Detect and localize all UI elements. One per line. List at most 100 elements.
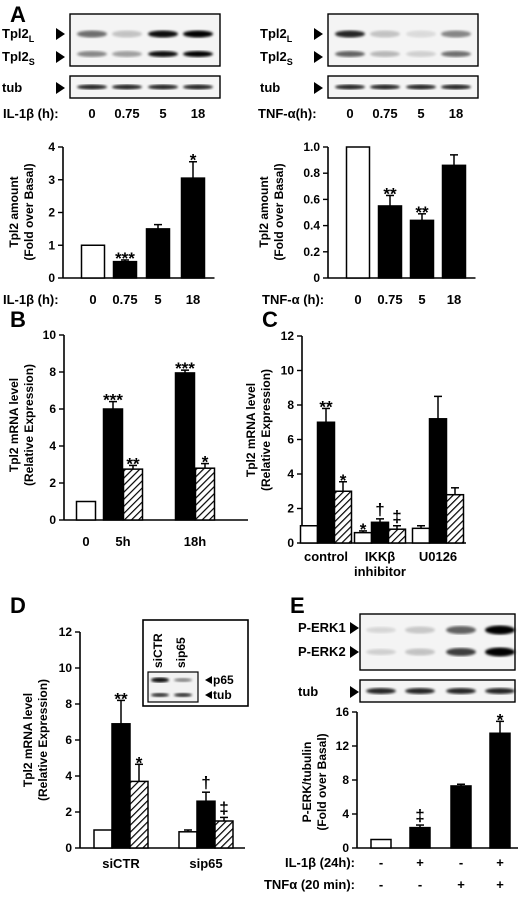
chart-b-x-tick: 0	[82, 534, 89, 549]
chart-d-ytick: 4	[65, 769, 72, 783]
chart-a-right-bar	[345, 146, 371, 279]
left-lane-label: 18	[191, 106, 205, 121]
chart-c-ytick: 6	[287, 433, 294, 447]
right-band-tpl2s	[441, 51, 471, 57]
right-band-tub	[335, 84, 365, 90]
e-tub-label: tub	[298, 684, 318, 699]
chart-e-ytick: 8	[342, 773, 349, 787]
chart-a-right-ytick: 1.0	[303, 140, 320, 154]
chart-a-left-x-title: IL-1β (h):	[3, 292, 59, 307]
e-perk2-label: P-ERK2	[298, 644, 346, 659]
chart-d-ytick: 8	[65, 697, 72, 711]
left-tpl2l-arrow	[56, 28, 65, 40]
chart-e-bar-annotation: *	[497, 710, 504, 729]
e-band-tub	[485, 688, 515, 694]
chart-e-ytick: 16	[336, 705, 350, 719]
chart-d-ytick: 6	[65, 733, 72, 747]
left-band-tpl2l	[148, 30, 178, 38]
e-band-perk2	[366, 649, 396, 655]
right-band-tpl2s	[370, 51, 400, 57]
right-tub-arrow	[314, 82, 323, 94]
left-band-tub	[183, 84, 213, 90]
inset-lane-label: sip65	[174, 637, 188, 668]
chart-a-right-x-tick: 0	[354, 292, 361, 307]
panel-label-b: B	[10, 307, 26, 332]
left-band-tub	[148, 84, 178, 90]
chart-e-ytick: 4	[342, 807, 349, 821]
chart-d-bar	[129, 780, 149, 849]
chart-c-bar	[445, 493, 465, 544]
left-lane-label: 0.75	[114, 106, 139, 121]
chart-e-bar-annotation: ‡	[415, 806, 424, 825]
chart-a-left-x-tick: 0.75	[112, 292, 137, 307]
chart-a-left-ylabel: Tpl2 amount (Fold over Basal)	[7, 163, 36, 260]
left-band-tpl2l	[112, 30, 142, 38]
chart-c-bar	[299, 525, 319, 544]
e-band-perk2	[405, 648, 435, 656]
e-band-perk1	[485, 625, 515, 635]
right-tub-label: tub	[260, 80, 280, 95]
e-band-perk2	[485, 647, 515, 657]
e-condition-value: -	[459, 855, 463, 870]
right-band-tpl2s	[335, 51, 365, 57]
chart-a-right-bar-annotation: **	[383, 184, 397, 203]
left-lane-label: 5	[159, 106, 166, 121]
chart-b-ytick: 8	[49, 365, 56, 379]
right-band-tub	[370, 84, 400, 90]
chart-d-bar	[196, 800, 216, 849]
left-band-tpl2l	[77, 30, 107, 38]
chart-a-right-x-tick: 5	[418, 292, 425, 307]
chart-e-ytick: 0	[342, 841, 349, 855]
e-tub-arrow	[350, 686, 359, 698]
chart-a-right-bar	[377, 205, 403, 279]
chart-a-left-bar-annotation: *	[190, 151, 197, 170]
left-band-tpl2s	[148, 51, 178, 57]
chart-a-left-bar-annotation: ***	[115, 249, 135, 268]
e-perk2-arrow	[350, 646, 359, 658]
chart-b-bar-annotation: ***	[175, 359, 195, 378]
chart-d-ylabel: Tpl2 mRNA level (Relative Expression)	[21, 679, 50, 801]
chart-c-ytick: 0	[287, 536, 294, 550]
e-condition-value: +	[496, 877, 504, 892]
panel-label-d: D	[10, 593, 26, 618]
left-band-tpl2s	[112, 51, 142, 57]
chart-b-ytick: 2	[49, 476, 56, 490]
chart-c-x-tick: IKKβ	[365, 549, 395, 564]
chart-a-left-ytick: 0	[48, 271, 55, 285]
chart-a-right-x-tick: 18	[447, 292, 461, 307]
right-tpl2s-arrow	[314, 51, 323, 63]
right-band-tpl2l	[406, 30, 436, 38]
chart-d-ytick: 2	[65, 805, 72, 819]
right-band-tub	[406, 84, 436, 90]
e-band-perk1	[366, 627, 396, 633]
e-band-tub	[366, 688, 396, 694]
chart-a-left-ytick: 1	[48, 238, 55, 252]
chart-e-ytick: 12	[336, 739, 350, 753]
chart-b-ytick: 4	[49, 439, 56, 453]
chart-a-left-bar	[80, 244, 106, 279]
chart-c-bar	[428, 418, 448, 544]
inset-arrow	[205, 691, 212, 699]
chart-c-ytick: 12	[281, 329, 295, 343]
e-band-tub	[446, 688, 476, 694]
chart-a-left-bar	[145, 228, 171, 279]
chart-a-left-x-tick: 5	[154, 292, 161, 307]
right-tpl2s-label: Tpl2S	[260, 49, 293, 67]
panel-label-a: A	[10, 2, 26, 27]
e-perk1-label: P-ERK1	[298, 620, 346, 635]
e-perk-blot	[359, 613, 516, 671]
left-band-tpl2s	[77, 51, 107, 57]
chart-b-x-tick: 5h	[115, 534, 130, 549]
left-band-tpl2s	[183, 51, 213, 57]
right-band-tub	[441, 84, 471, 90]
chart-e-bar	[409, 826, 431, 849]
chart-c-bar-annotation: ‡	[392, 507, 401, 526]
right-band-tpl2l	[335, 30, 365, 38]
chart-a-right-ytick: 0.2	[303, 245, 320, 259]
chart-c-ylabel-line1: Tpl2 mRNA level	[244, 383, 258, 477]
inset-lane-sictr: siCTR	[151, 633, 165, 668]
chart-c-bar-annotation: *	[340, 471, 347, 490]
chart-b-bar-annotation: *	[202, 453, 209, 472]
chart-b-ytick: 6	[49, 402, 56, 416]
chart-a-right-ylabel-line1: Tpl2 amount	[257, 176, 271, 247]
